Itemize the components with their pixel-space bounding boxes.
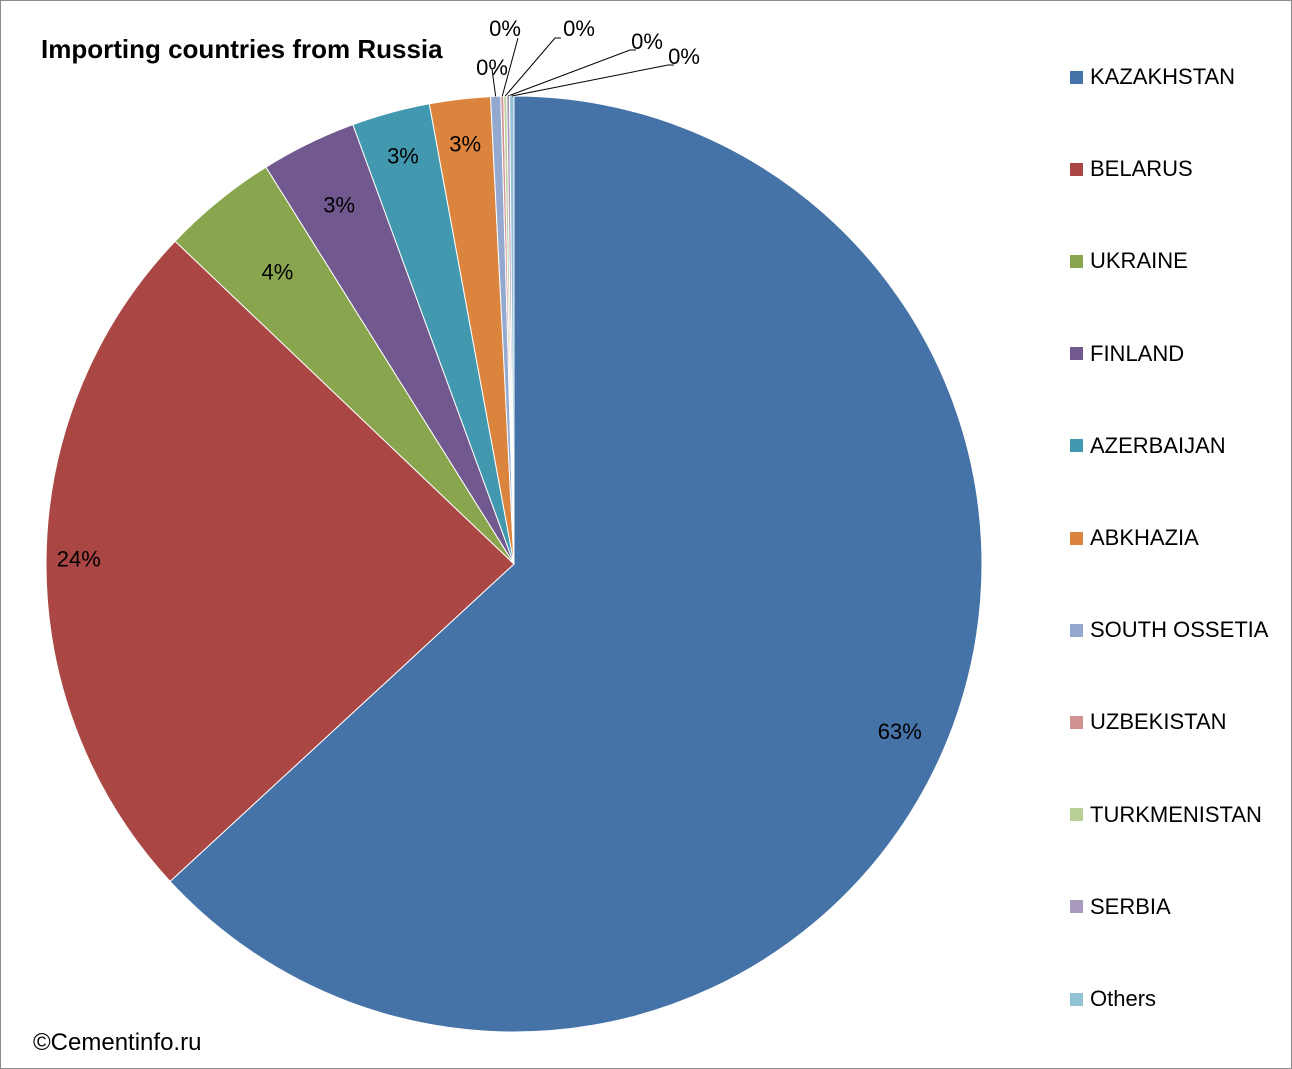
data-label-serbia: 0% [631,29,663,54]
data-label-belarus: 24% [57,546,101,571]
legend-item-turkmenistan: TURKMENISTAN [1070,802,1262,828]
legend-label: UKRAINE [1090,248,1188,274]
legend-swatch [1070,715,1083,729]
legend-item-abkhazia: ABKHAZIA [1070,525,1199,551]
legend-item-others: Others [1070,986,1156,1012]
legend-item-azerbaijan: AZERBAIJAN [1070,433,1226,459]
pie-slice-kazakhstan [169,95,983,1033]
legend-swatch [1070,439,1083,453]
legend-swatch [1070,254,1083,268]
leader-line-turkmenistan [504,37,561,97]
legend-swatch [1070,900,1083,914]
data-label-south-ossetia: 0% [476,55,508,80]
data-label-ukraine: 4% [261,260,293,285]
data-label-turkmenistan: 0% [563,16,595,41]
legend-label: KAZAKHSTAN [1090,64,1236,89]
legend-item-ukraine: UKRAINE [1070,248,1188,274]
data-label-azerbaijan: 3% [387,144,419,169]
leader-line-others [511,64,674,97]
legend-label: TURKMENISTAN [1090,801,1262,827]
legend-swatch [1070,808,1083,822]
data-label-finland: 3% [323,192,355,217]
legend-item-serbia: SERBIA [1070,894,1171,920]
legend-item-uzbekistan: UZBEKISTAN [1070,709,1227,735]
legend-swatch [1070,531,1083,545]
legend-swatch [1070,992,1083,1006]
legend-swatch [1070,623,1083,637]
leader-line-south-ossetia [491,68,497,97]
legend-swatch [1070,162,1083,176]
data-label-uzbekistan: 0% [489,16,521,41]
legend-swatch [1070,347,1083,361]
leader-line-serbia [507,49,636,97]
pie-slice-belarus [45,240,515,883]
data-label-kazakhstan: 63% [878,719,922,744]
data-label-abkhazia: 3% [449,131,481,156]
leader-line-uzbekistan [501,37,519,97]
legend-item-kazakhstan: KAZAKHSTAN [1070,64,1235,90]
chart-title: Importing countries from Russia [41,34,443,64]
legend-label: ABKHAZIA [1090,525,1199,550]
legend-label: SOUTH OSSETIA [1090,617,1269,643]
legend-swatch [1070,70,1083,84]
data-label-others: 0% [668,44,700,69]
legend-label: UZBEKISTAN [1090,709,1227,735]
legend-label: FINLAND [1090,340,1185,366]
legend-item-belarus: BELARUS [1070,156,1193,182]
legend-item-finland: FINLAND [1070,341,1184,367]
legend-label: Others [1090,986,1157,1011]
legend-label: AZERBAIJAN [1090,432,1226,458]
legend-label: BELARUS [1090,156,1193,182]
legend-label: SERBIA [1090,893,1171,919]
legend-item-south-ossetia: SOUTH OSSETIA [1070,617,1268,643]
credit-text: ©Cementinfo.ru [33,1029,202,1056]
